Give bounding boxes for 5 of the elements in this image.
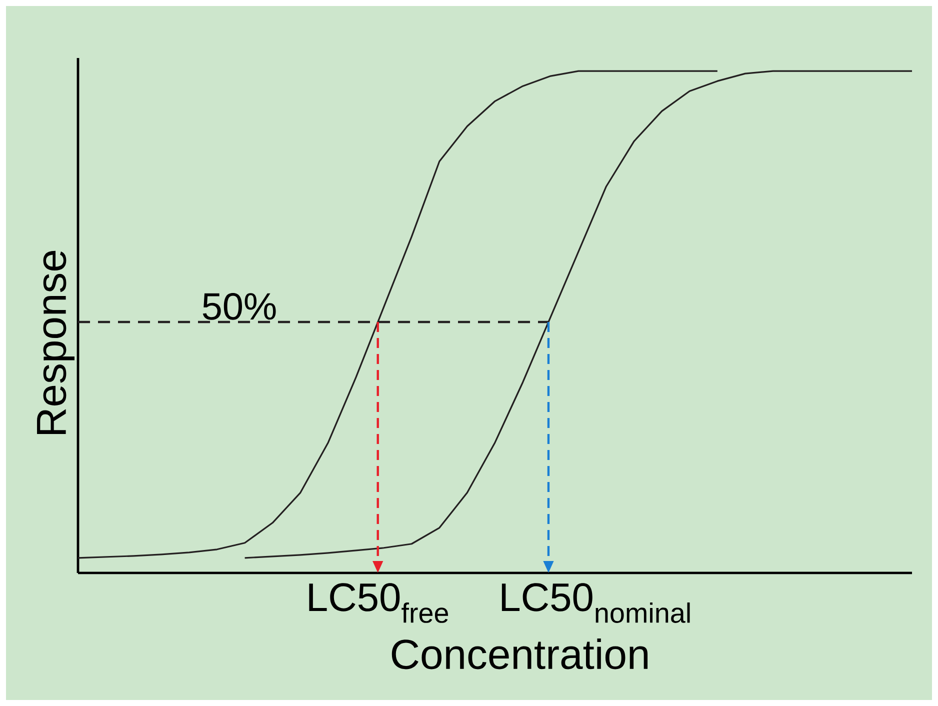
x-axis-title: Concentration xyxy=(392,638,648,670)
text: LC50$_{free}$ xyxy=(309,583,448,623)
ref-line-label: 50% xyxy=(202,293,276,320)
y-axis-title: Response xyxy=(37,250,74,434)
text: LC50$_{nominal}$ xyxy=(502,583,690,623)
